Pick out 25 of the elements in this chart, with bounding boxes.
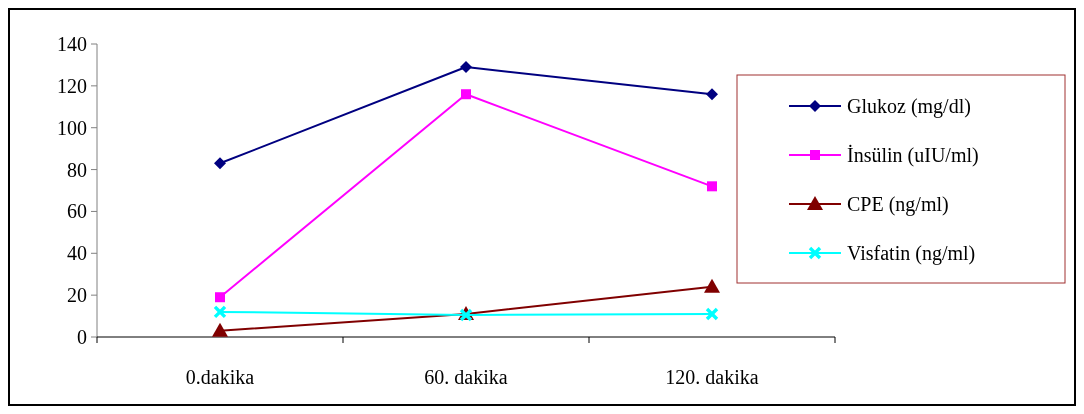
point	[460, 61, 472, 74]
point	[707, 181, 717, 192]
x-tick-label: 60. dakika	[424, 366, 508, 388]
legend-label: İnsülin (uIU/ml)	[847, 144, 979, 167]
legend-label: Visfatin (ng/ml)	[847, 242, 976, 265]
y-tick-label: 100	[57, 116, 87, 139]
y-tick-label: 40	[67, 242, 87, 265]
y-tick-label: 120	[57, 74, 87, 97]
point	[215, 292, 225, 303]
y-tick-label: 20	[67, 284, 87, 307]
point	[704, 278, 720, 293]
y-tick-label: 140	[57, 33, 87, 55]
point	[705, 307, 719, 321]
point	[706, 88, 718, 101]
point	[461, 89, 471, 100]
point	[212, 322, 228, 337]
y-tick-label: 0	[77, 326, 87, 348]
legend-label: Glukoz (mg/dl)	[847, 95, 971, 118]
point	[214, 157, 226, 170]
y-tick-label: 60	[67, 200, 87, 223]
y-tick-label: 80	[67, 158, 87, 181]
legend-label: CPE (ng/ml)	[847, 193, 949, 216]
x-tick-label: 0.dakika	[185, 366, 255, 388]
x-tick-label: 120. dakika	[665, 366, 759, 388]
point	[213, 305, 227, 319]
